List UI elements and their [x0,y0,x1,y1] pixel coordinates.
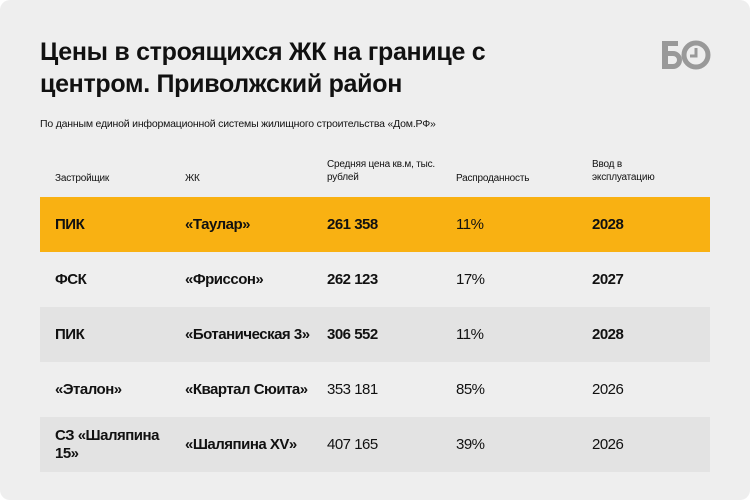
table-row: «Эталон» «Квартал Сюита» 353 181 85% 202… [40,362,710,417]
complex-cell: «Ботаническая 3» [185,325,310,343]
price-cell: 407 165 [327,435,378,453]
year-cell: 2028 [592,215,624,233]
price-cell: 261 358 [327,215,378,233]
header-year: Ввод в эксплуатацию [592,159,655,183]
year-cell: 2026 [592,380,624,398]
developer-cell: ФСК [55,270,87,288]
developer-cell: ПИК [55,325,85,343]
table-row: ФСК «Фриссон» 262 123 17% 2027 [40,252,710,307]
price-cell: 306 552 [327,325,378,343]
sold-cell: 11% [456,325,484,343]
table-row: ПИК «Ботаническая 3» 306 552 11% 2028 [40,307,710,362]
complex-cell: «Квартал Сюита» [185,380,308,398]
sold-cell: 39% [456,435,485,453]
subtitle: По данным единой информационной системы … [40,118,436,130]
sold-cell: 85% [456,380,485,398]
year-cell: 2028 [592,325,624,343]
developer-cell: СЗ «Шаляпина 15» [55,426,159,462]
year-cell: 2027 [592,270,624,288]
sold-cell: 11% [456,215,484,233]
complex-cell: «Фриссон» [185,270,264,288]
table-row: СЗ «Шаляпина 15» «Шаляпина XV» 407 165 3… [40,417,710,472]
table-row: ПИК «Таулар» 261 358 11% 2028 [40,197,710,252]
complex-cell: «Таулар» [185,215,251,233]
developer-cell: «Эталон» [55,380,122,398]
complex-cell: «Шаляпина XV» [185,435,297,453]
header-sold: Распроданность [456,173,530,184]
header-price: Средняя цена кв.м, тыс. рублей [327,159,435,183]
header-developer: Застройщик [55,173,110,184]
developer-cell: ПИК [55,215,85,233]
bo-logo [662,40,711,70]
sold-cell: 17% [456,270,485,288]
price-cell: 353 181 [327,380,378,398]
price-cell: 262 123 [327,270,378,288]
year-cell: 2026 [592,435,624,453]
page-title: Цены в строящихся ЖК на границе с центро… [40,38,486,98]
header-complex: ЖК [185,173,200,184]
